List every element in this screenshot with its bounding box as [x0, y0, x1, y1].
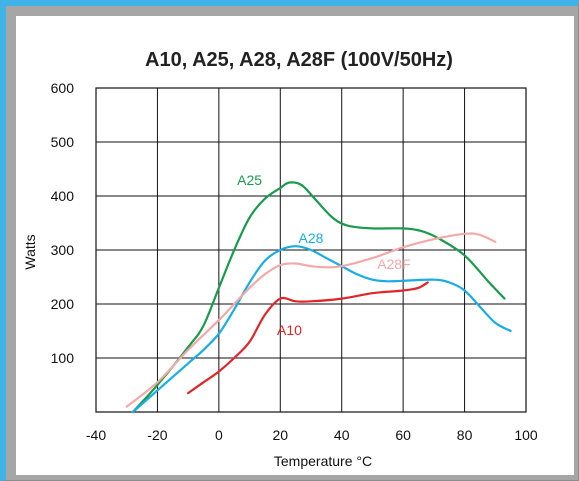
series-line-a25	[131, 181, 506, 414]
chart-title: A10, A25, A28, A28F (100V/50Hz)	[145, 49, 453, 71]
y-axis-label: Watts	[22, 234, 38, 269]
x-tick-label: 20	[272, 427, 288, 443]
y-tick-label: 500	[51, 134, 75, 150]
series-label-a25: A25	[237, 172, 262, 188]
x-tick-label: 0	[215, 427, 223, 443]
y-tick-label: 100	[51, 350, 75, 366]
x-tick-label: -20	[147, 427, 167, 443]
x-tick-label: 80	[457, 427, 473, 443]
x-axis-label: Temperature °C	[274, 453, 372, 469]
y-tick-label: 600	[51, 80, 75, 96]
plot-area	[95, 87, 527, 413]
series-line-a28	[131, 245, 512, 414]
y-axis: 100 200 300 400 500 600	[51, 80, 75, 366]
series-line-a10	[187, 281, 429, 395]
series-label-a10: A10	[277, 322, 302, 338]
series-group: A25 A28 A28F A10	[125, 172, 512, 414]
series-line-a28f	[125, 232, 497, 408]
x-tick-label: 60	[395, 427, 411, 443]
x-tick-label: 40	[334, 427, 350, 443]
y-tick-label: 400	[51, 188, 75, 204]
y-tick-label: 300	[51, 242, 75, 258]
chart-panel: A10, A25, A28, A28F (100V/50Hz) 100 200 30…	[16, 16, 574, 475]
x-tick-label: -40	[86, 427, 106, 443]
x-tick-label: 100	[514, 427, 538, 443]
x-axis: -40 -20 0 20 40 60 80 100	[86, 427, 538, 443]
series-label-a28f: A28F	[377, 256, 410, 272]
line-chart: A10, A25, A28, A28F (100V/50Hz) 10020030…	[22, 49, 538, 469]
y-tick-label: 200	[51, 296, 75, 312]
series-label-a28: A28	[299, 230, 324, 246]
